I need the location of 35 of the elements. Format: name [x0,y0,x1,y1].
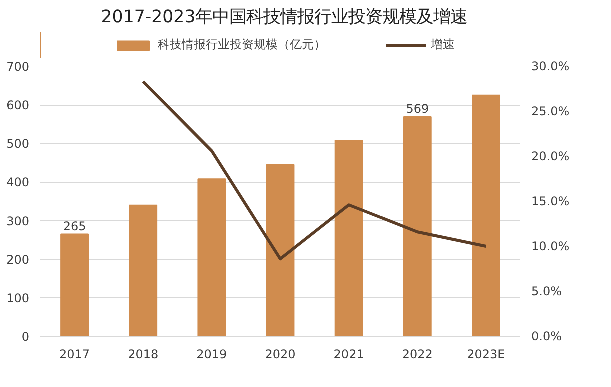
y2-tick-label: 30.0% [532,60,570,74]
legend-label: 科技情报行业投资规模（亿元） [158,36,326,54]
bar [334,140,364,336]
bar [198,178,226,336]
legend-label: 增速 [431,36,455,54]
data-label: 569 [406,102,430,116]
y-tick-label: 400 [6,176,30,190]
y-tick-label: 100 [6,291,30,306]
y2-tick-label: 5.0% [532,284,562,298]
bar [129,204,158,336]
x-tick-label: 2017 [60,348,90,362]
y-tick-label: 500 [6,137,30,152]
y2-tick-label: 15.0% [532,194,570,208]
x-tick-label: 2018 [128,348,159,362]
x-tick-label: 2022 [402,348,433,362]
bar [472,94,500,336]
bar [266,164,295,336]
bar [403,116,432,336]
y-tick-label: 600 [6,98,30,113]
y2-tick-label: 25.0% [532,104,570,118]
chart-title: 2017-2023年中国科技情报行业投资规模及增速 [101,8,468,28]
x-tick-label: 2023E [467,348,506,362]
data-label: 265 [63,219,86,234]
y2-tick-label: 0.0% [532,330,562,344]
y2-tick-label: 20.0% [532,150,570,164]
y-tick-label: 300 [6,214,30,228]
y-tick-label: 0 [22,330,30,344]
y-tick-label: 200 [6,252,30,267]
line-series [142,80,488,261]
y2-tick-label: 10.0% [532,240,570,254]
x-tick-label: 2019 [196,348,228,362]
x-tick-label: 2020 [265,348,296,362]
y-tick-label: 700 [6,60,30,74]
x-tick-label: 2021 [334,348,364,362]
bar [60,234,89,336]
